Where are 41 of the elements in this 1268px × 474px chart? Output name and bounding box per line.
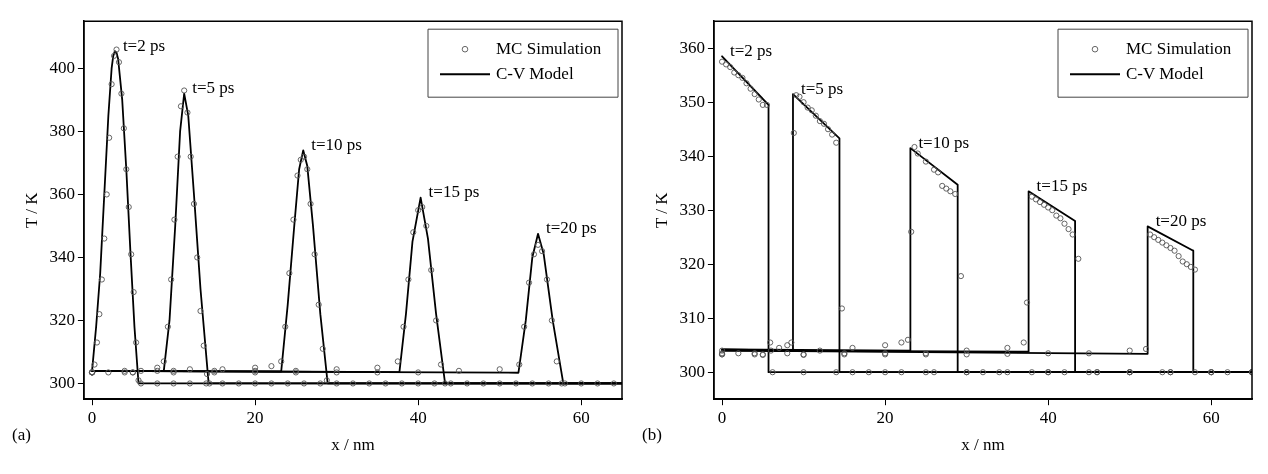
y-tick-label: 340: [679, 145, 705, 165]
annotation: t=15 ps: [1036, 175, 1088, 195]
y-tick-label: 350: [679, 91, 705, 111]
text: (b): [642, 424, 662, 444]
legend-label: C-V Model: [496, 63, 574, 83]
annotation: t=15 ps: [428, 182, 480, 202]
annotation: t=2 ps: [122, 35, 166, 55]
y-tick-label: 400: [49, 57, 75, 77]
y-tick-label: 320: [49, 309, 75, 329]
y-tick-label: 340: [49, 246, 75, 266]
x-tick-label: 60: [572, 407, 590, 427]
text: (a): [12, 424, 31, 444]
legend-label: C-V Model: [1126, 63, 1204, 83]
annotation: t=20 ps: [546, 218, 597, 238]
x-tick-label: 40: [1039, 407, 1057, 427]
legend-label: MC Simulation: [496, 38, 602, 58]
annotation: t=10 ps: [918, 132, 970, 152]
x-axis-title: x / nm: [961, 435, 1005, 455]
annotation: t=20 ps: [1155, 210, 1207, 230]
x-tick-label: 0: [87, 407, 97, 427]
y-tick-label: 360: [49, 183, 75, 203]
x-axis-title: x / nm: [331, 435, 375, 455]
annotation: t=2 ps: [730, 40, 773, 60]
y-tick-label: 300: [49, 372, 75, 392]
legend-label: MC Simulation: [1126, 38, 1232, 58]
x-tick-label: 0: [717, 407, 727, 427]
x-tick-label: 40: [409, 407, 427, 427]
x-tick-label: 20: [246, 407, 264, 427]
y-tick-label: 310: [679, 307, 705, 327]
x-tick-label: 20: [876, 407, 894, 427]
annotation: t=5 ps: [192, 78, 235, 98]
y-axis-title: T / K: [21, 191, 41, 228]
annotation: t=5 ps: [800, 78, 844, 98]
y-axis-title: T / K: [651, 191, 671, 228]
y-tick-label: 380: [49, 120, 75, 140]
y-tick-label: 360: [679, 37, 705, 57]
y-tick-label: 330: [679, 199, 705, 219]
y-tick-label: 320: [679, 253, 705, 273]
annotation: t=10 ps: [311, 134, 362, 154]
y-tick-label: 300: [679, 361, 705, 381]
x-tick-label: 60: [1202, 407, 1220, 427]
